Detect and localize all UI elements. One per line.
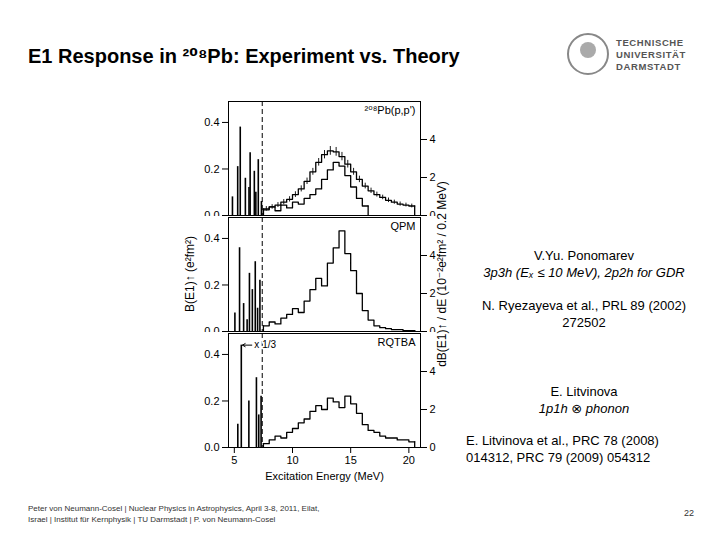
html-text:UNIVERSITÄT: UNIVERSITÄT: [616, 49, 686, 60]
html-text:22: 22: [684, 508, 694, 518]
html-text:E. Litvinova et al., PRC 78 (2: E. Litvinova et al., PRC 78 (2008): [466, 433, 659, 448]
html-text:TECHNISCHE: TECHNISCHE: [616, 37, 684, 48]
svg-text:20: 20: [403, 454, 415, 466]
html-text:E1 Response in ²⁰⁸Pb: Experime: E1 Response in ²⁰⁸Pb: Experiment vs. The…: [28, 45, 460, 67]
html-text:272502: 272502: [562, 315, 606, 330]
html-text:N. Ryezayeva et al., PRL 89 (2: N. Ryezayeva et al., PRL 89 (2002): [482, 298, 686, 313]
html-text:3p3h (Eₓ ≤ 10 MeV), 2p2h for G: 3p3h (Eₓ ≤ 10 MeV), 2p2h for GDR: [483, 265, 685, 280]
svg-text:15: 15: [345, 454, 357, 466]
html-text:Peter von Neumann-Cosel | Nucl: Peter von Neumann-Cosel | Nuclear Physic…: [28, 504, 320, 513]
svg-text:0: 0: [430, 325, 436, 332]
svg-text:5: 5: [231, 454, 237, 466]
svg-text:2: 2: [430, 171, 436, 183]
svg-text:4: 4: [430, 249, 436, 261]
svg-text:0.4: 0.4: [204, 232, 219, 244]
svg-text:0: 0: [430, 209, 436, 216]
svg-text:0.0: 0.0: [204, 325, 219, 332]
html-text:V.Yu. Ponomarev: V.Yu. Ponomarev: [534, 248, 634, 263]
html-text:dB(E1)↑ / dE (10⁻²e²fm² / 0.2: dB(E1)↑ / dE (10⁻²e²fm² / 0.2 MeV): [435, 181, 449, 367]
svg-text:4: 4: [430, 133, 436, 145]
svg-text:0: 0: [430, 441, 436, 453]
svg-text:QPM: QPM: [390, 220, 415, 232]
svg-text:0.2: 0.2: [204, 394, 219, 406]
svg-text:²⁰⁸Pb(p,p'): ²⁰⁸Pb(p,p'): [365, 104, 416, 116]
svg-text:0.2: 0.2: [204, 278, 219, 290]
svg-text:0.0: 0.0: [204, 441, 219, 453]
svg-text:RQTBA: RQTBA: [378, 336, 417, 348]
svg-text:2: 2: [430, 403, 436, 415]
svg-text:Excitation Energy (MeV): Excitation Energy (MeV): [265, 470, 384, 482]
svg-text:0.4: 0.4: [204, 116, 219, 128]
svg-text:0.4: 0.4: [204, 348, 219, 360]
svg-text:4: 4: [430, 365, 436, 377]
html-text:Israel | Institut für Kernphys: Israel | Institut für Kernphysik | TU Da…: [28, 515, 276, 524]
html-text:DARMSTADT: DARMSTADT: [616, 61, 681, 72]
html-text:014312, PRC 79 (2009) 054312: 014312, PRC 79 (2009) 054312: [466, 450, 651, 465]
html-text:1p1h ⊗ phonon: 1p1h ⊗ phonon: [538, 401, 630, 416]
svg-text:2: 2: [430, 287, 436, 299]
html-text:B(E1)↑ (e²fm²): B(E1)↑ (e²fm²): [183, 236, 197, 312]
svg-text:0.2: 0.2: [204, 162, 219, 174]
svg-text:0.0: 0.0: [204, 209, 219, 216]
html-text:E. Litvinova: E. Litvinova: [550, 384, 618, 399]
svg-text:10: 10: [286, 454, 298, 466]
svg-text:x 1/3: x 1/3: [254, 339, 276, 350]
